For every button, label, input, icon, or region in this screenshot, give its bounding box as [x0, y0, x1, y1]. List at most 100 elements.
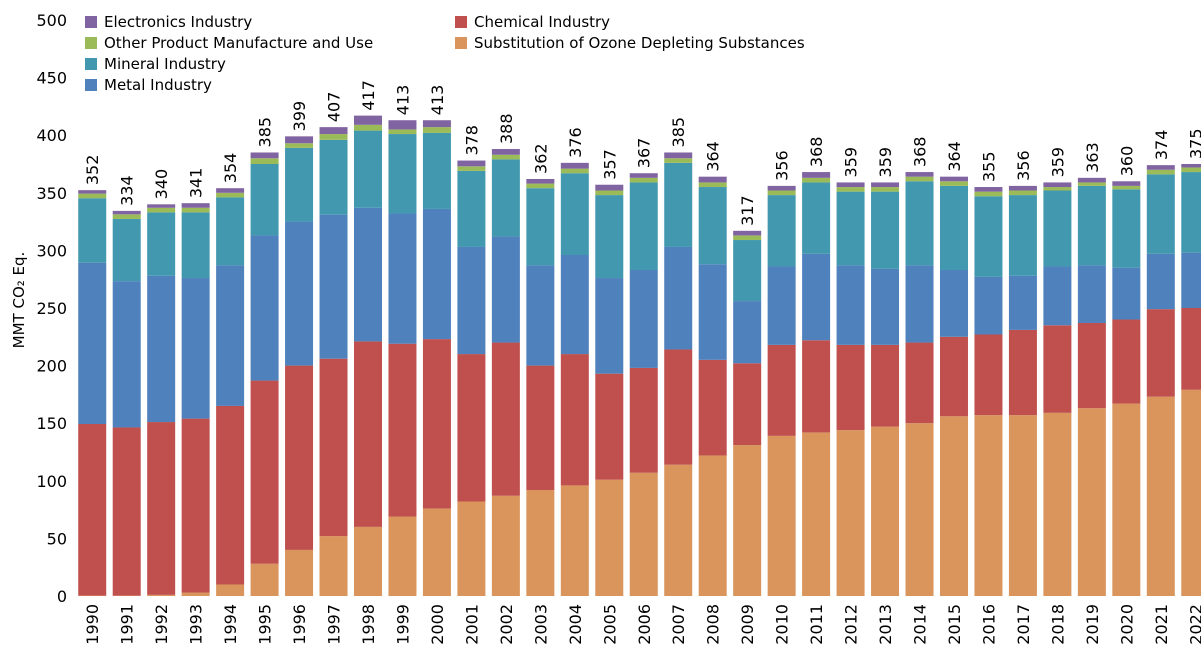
total-label: 334: [118, 175, 137, 206]
total-label: 359: [876, 147, 895, 178]
bar-segment: [147, 212, 176, 276]
bar-segment: [1043, 190, 1072, 267]
x-tick-label: 1991: [118, 604, 137, 645]
bar-segment: [905, 423, 934, 596]
x-tick-label: 2005: [600, 604, 619, 645]
bar-segment: [871, 187, 900, 192]
bar-segment: [974, 196, 1003, 277]
bar-segment: [802, 172, 831, 178]
bar-segment: [1043, 187, 1072, 191]
bar-segment: [216, 188, 245, 193]
x-tick-label: 1990: [83, 604, 102, 645]
bar-segment: [767, 344, 796, 436]
bar-segment: [353, 115, 382, 125]
bar-segment: [836, 191, 865, 266]
bar-segment: [733, 235, 762, 241]
bar-segment: [802, 432, 831, 596]
bar-segment: [112, 210, 141, 215]
legend-label: Other Product Manufacture and Use: [104, 34, 373, 52]
x-tick-label: 1992: [152, 604, 171, 645]
bar-segment: [767, 190, 796, 196]
bar-segment: [285, 136, 314, 144]
y-axis-label: MMT CO₂ Eq.: [10, 252, 28, 349]
bar-segment: [353, 526, 382, 596]
y-tick-label: 300: [36, 241, 67, 260]
legend-label: Electronics Industry: [104, 13, 252, 31]
bar-segment: [698, 359, 727, 456]
total-label: 368: [911, 137, 930, 168]
bar-segment: [1146, 396, 1175, 596]
total-label: 341: [187, 168, 206, 199]
bar-segment: [112, 281, 141, 428]
x-tick-label: 2014: [911, 604, 930, 645]
x-tick-label: 1996: [290, 604, 309, 645]
total-label: 354: [221, 153, 240, 184]
legend-swatch: [85, 16, 97, 28]
bar-segment: [422, 508, 451, 596]
total-label: 376: [566, 127, 585, 158]
bar-segment: [526, 490, 555, 596]
x-tick-label: 2006: [635, 604, 654, 645]
total-label: 378: [462, 125, 481, 156]
bar-segment: [939, 336, 968, 417]
bar-segment: [147, 207, 176, 213]
bar-segment: [491, 495, 520, 596]
bar-segment: [388, 129, 417, 135]
total-label: 388: [497, 113, 516, 144]
bar-segment: [1181, 308, 1201, 390]
x-tick-label: 2002: [497, 604, 516, 645]
bar-segment: [422, 208, 451, 340]
total-label: 385: [256, 117, 275, 148]
bar-segment: [457, 246, 486, 355]
bar-segment: [1008, 415, 1037, 596]
bar-segment: [319, 358, 348, 537]
bar-segment: [353, 207, 382, 342]
bar-segment: [836, 344, 865, 431]
bar-segment: [181, 278, 210, 419]
bar-segment: [1077, 322, 1106, 409]
bar-segment: [560, 255, 589, 355]
bar-segment: [595, 278, 624, 374]
bar-segment: [871, 344, 900, 427]
bar-segment: [1112, 189, 1141, 268]
bar-segment: [78, 424, 107, 596]
bar-segment: [491, 236, 520, 343]
bar-segment: [836, 187, 865, 192]
bar-segment: [1146, 169, 1175, 175]
bar-segment: [836, 265, 865, 345]
bar-segment: [698, 264, 727, 360]
x-tick-label: 2017: [1014, 604, 1033, 645]
bar-segment: [147, 204, 176, 208]
bar-segment: [285, 143, 314, 148]
x-tick-label: 1999: [393, 604, 412, 645]
bar-segment: [216, 192, 245, 198]
bar-segment: [595, 479, 624, 596]
total-label: 374: [1152, 130, 1171, 161]
x-tick-label: 2016: [979, 604, 998, 645]
total-label: 364: [945, 141, 964, 172]
bar-segment: [250, 235, 279, 381]
x-tick-label: 2004: [566, 604, 585, 645]
total-label: 317: [738, 195, 757, 226]
bar-segment: [802, 340, 831, 433]
bar-segment: [216, 265, 245, 406]
bar-segment: [733, 240, 762, 302]
bar-segment: [526, 178, 555, 184]
bar-segment: [147, 275, 176, 423]
bar-segment: [905, 181, 934, 266]
total-label: 413: [428, 85, 447, 116]
bar-segment: [353, 124, 382, 131]
x-tick-label: 1994: [221, 604, 240, 645]
bar-segment: [78, 190, 107, 194]
total-label: 340: [152, 169, 171, 200]
bar-segment: [1077, 185, 1106, 266]
bar-segment: [767, 195, 796, 267]
x-tick-label: 2019: [1083, 604, 1102, 645]
bar-segment: [112, 218, 141, 282]
bar-segment: [250, 152, 279, 159]
bar-segment: [491, 149, 520, 155]
x-tick-label: 2021: [1152, 604, 1171, 645]
bar-segment: [1008, 195, 1037, 276]
bar-segment: [698, 187, 727, 265]
